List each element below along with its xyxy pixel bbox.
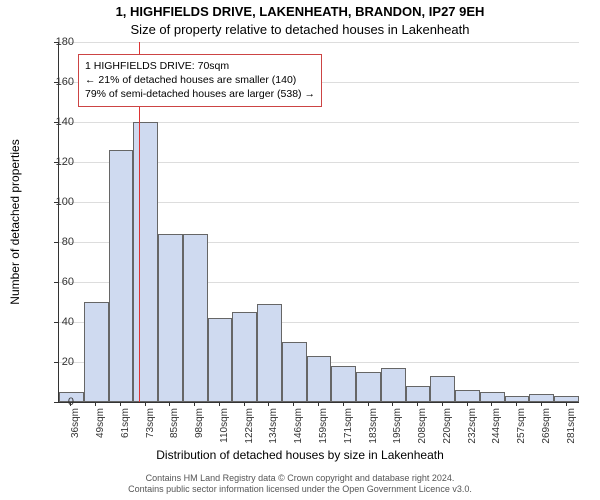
x-tick-mark — [120, 402, 121, 406]
x-tick-label: 281sqm — [566, 408, 577, 448]
histogram-bar — [529, 394, 554, 402]
annotation-line: 1 HIGHFIELDS DRIVE: 70sqm — [85, 59, 315, 73]
y-tick-mark — [54, 362, 58, 363]
footer-line-1: Contains HM Land Registry data © Crown c… — [0, 473, 600, 485]
gridline — [59, 42, 579, 43]
footer-attribution: Contains HM Land Registry data © Crown c… — [0, 473, 600, 496]
histogram-bar — [257, 304, 282, 402]
histogram-bar — [183, 234, 208, 402]
x-tick-label: 232sqm — [467, 408, 478, 448]
histogram-bar — [554, 396, 579, 402]
histogram-bar — [406, 386, 431, 402]
x-tick-label: 85sqm — [169, 408, 180, 448]
x-tick-mark — [343, 402, 344, 406]
property-size-histogram: 1, HIGHFIELDS DRIVE, LAKENHEATH, BRANDON… — [0, 0, 600, 500]
x-tick-label: 171sqm — [343, 408, 354, 448]
y-tick-label: 40 — [44, 316, 74, 328]
x-tick-mark — [95, 402, 96, 406]
y-tick-label: 60 — [44, 276, 74, 288]
y-tick-label: 180 — [44, 36, 74, 48]
x-tick-label: 110sqm — [219, 408, 230, 448]
histogram-bar — [381, 368, 406, 402]
x-tick-label: 195sqm — [392, 408, 403, 448]
x-axis-label: Distribution of detached houses by size … — [0, 448, 600, 462]
chart-subtitle: Size of property relative to detached ho… — [0, 22, 600, 37]
histogram-bar — [158, 234, 183, 402]
x-tick-mark — [417, 402, 418, 406]
histogram-bar — [331, 366, 356, 402]
y-tick-mark — [54, 202, 58, 203]
y-tick-mark — [54, 42, 58, 43]
x-tick-mark — [244, 402, 245, 406]
x-tick-label: 208sqm — [417, 408, 428, 448]
histogram-bar — [307, 356, 332, 402]
x-tick-label: 269sqm — [541, 408, 552, 448]
x-tick-mark — [566, 402, 567, 406]
x-tick-label: 134sqm — [268, 408, 279, 448]
y-tick-mark — [54, 282, 58, 283]
x-tick-label: 257sqm — [516, 408, 527, 448]
y-tick-label: 140 — [44, 116, 74, 128]
x-tick-mark — [392, 402, 393, 406]
y-tick-mark — [54, 162, 58, 163]
x-tick-label: 146sqm — [293, 408, 304, 448]
x-tick-mark — [467, 402, 468, 406]
annotation-line: 79% of semi-detached houses are larger (… — [85, 87, 315, 101]
x-tick-label: 122sqm — [244, 408, 255, 448]
x-tick-mark — [541, 402, 542, 406]
y-tick-mark — [54, 322, 58, 323]
x-tick-label: 36sqm — [70, 408, 81, 448]
y-tick-mark — [54, 122, 58, 123]
x-tick-mark — [491, 402, 492, 406]
x-tick-mark — [70, 402, 71, 406]
histogram-bar — [356, 372, 381, 402]
x-tick-mark — [194, 402, 195, 406]
y-tick-mark — [54, 82, 58, 83]
x-tick-mark — [516, 402, 517, 406]
y-tick-label: 80 — [44, 236, 74, 248]
x-tick-mark — [169, 402, 170, 406]
x-tick-mark — [368, 402, 369, 406]
y-tick-mark — [54, 402, 58, 403]
x-tick-mark — [145, 402, 146, 406]
y-tick-mark — [54, 242, 58, 243]
x-tick-label: 98sqm — [194, 408, 205, 448]
y-tick-label: 20 — [44, 356, 74, 368]
x-tick-mark — [219, 402, 220, 406]
y-tick-label: 120 — [44, 156, 74, 168]
x-tick-mark — [293, 402, 294, 406]
histogram-bar — [208, 318, 233, 402]
histogram-bar — [282, 342, 307, 402]
y-tick-label: 100 — [44, 196, 74, 208]
x-tick-label: 244sqm — [491, 408, 502, 448]
x-tick-label: 49sqm — [95, 408, 106, 448]
x-tick-label: 220sqm — [442, 408, 453, 448]
x-tick-mark — [268, 402, 269, 406]
x-tick-label: 183sqm — [368, 408, 379, 448]
annotation-box: 1 HIGHFIELDS DRIVE: 70sqm← 21% of detach… — [78, 54, 322, 107]
chart-title: 1, HIGHFIELDS DRIVE, LAKENHEATH, BRANDON… — [0, 4, 600, 19]
y-axis-label: Number of detached properties — [8, 139, 22, 304]
x-tick-mark — [442, 402, 443, 406]
histogram-bar — [232, 312, 257, 402]
histogram-bar — [430, 376, 455, 402]
y-tick-label: 160 — [44, 76, 74, 88]
footer-line-2: Contains public sector information licen… — [0, 484, 600, 496]
annotation-line: ← 21% of detached houses are smaller (14… — [85, 73, 315, 87]
x-tick-label: 61sqm — [120, 408, 131, 448]
histogram-bar — [133, 122, 158, 402]
x-tick-label: 159sqm — [318, 408, 329, 448]
histogram-bar — [109, 150, 134, 402]
histogram-bar — [84, 302, 109, 402]
x-tick-mark — [318, 402, 319, 406]
histogram-bar — [480, 392, 505, 402]
histogram-bar — [455, 390, 480, 402]
x-tick-label: 73sqm — [145, 408, 156, 448]
